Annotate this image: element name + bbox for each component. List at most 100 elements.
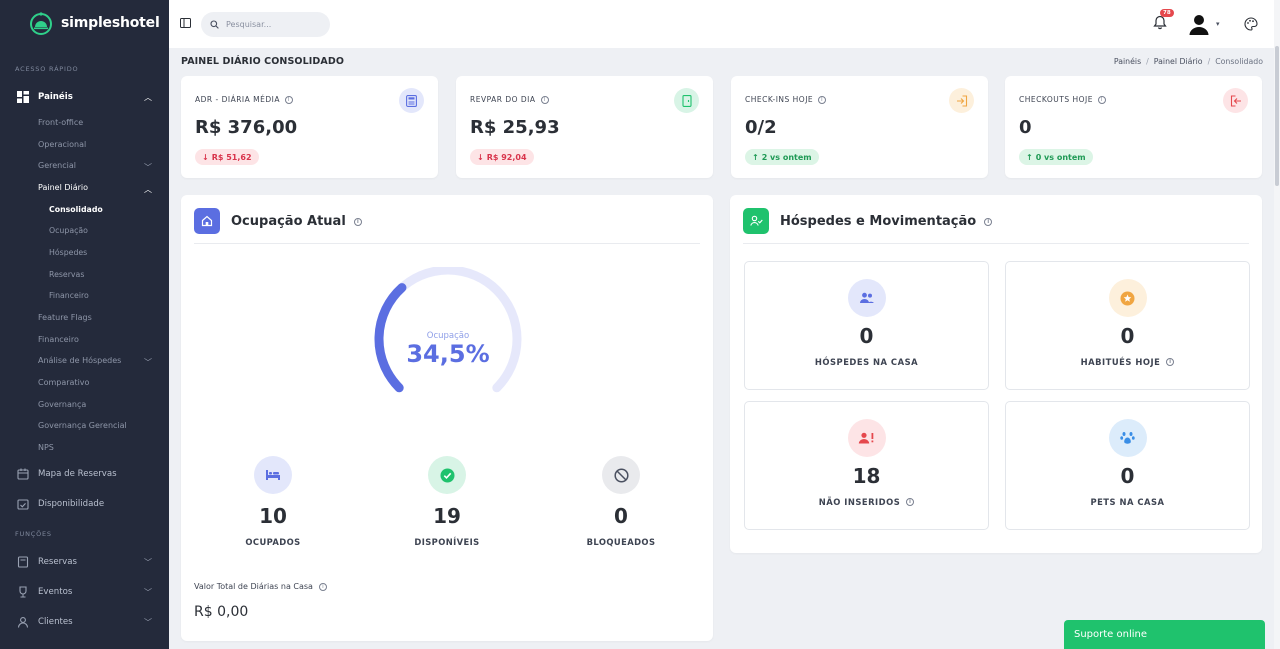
sidebar-item-analise-hospedes[interactable]: Análise de Hóspedes ﹀	[0, 356, 169, 368]
panel-title-text: Hóspedes e Movimentação	[780, 214, 977, 229]
kpi-card-revpar: REVPAR DO DIA i R$ 25,93 ↓ R$ 92,04	[456, 76, 713, 178]
chevron-down-icon: ﹀	[144, 557, 152, 567]
sidebar-item-reservas[interactable]: Reservas	[49, 270, 85, 279]
sidebar-item-fn-reservas[interactable]: Reservas ﹀	[0, 555, 169, 569]
kpi-value: R$ 376,00	[195, 117, 298, 138]
kpi-trend-badge: ↓ R$ 51,62	[195, 149, 259, 165]
gauge-label: Ocupação	[426, 331, 470, 341]
palette-icon[interactable]	[1244, 17, 1258, 31]
info-icon[interactable]: i	[284, 95, 293, 104]
brand[interactable]: simpleshotel	[0, 0, 169, 46]
paw-icon	[1120, 432, 1135, 444]
sidebar-item-operacional[interactable]: Operacional	[38, 140, 87, 149]
card-label: HÓSPEDES NA CASA	[745, 357, 988, 367]
stat-label: DISPONÍVEIS	[414, 537, 480, 547]
scrollbar-thumb[interactable]	[1275, 46, 1279, 186]
card-label-text: HÓSPEDES NA CASA	[814, 357, 919, 367]
card-icon-wrap	[1108, 279, 1147, 317]
sidebar-item-disponibilidade[interactable]: Disponibilidade	[0, 497, 169, 511]
kpi-trend-badge: ↑ 2 vs ontem	[745, 149, 819, 165]
breadcrumb-paineis[interactable]: Painéis	[1113, 57, 1142, 66]
chevron-down-icon: ﹀	[144, 357, 152, 367]
sidebar-item-financeiro-sub[interactable]: Financeiro	[49, 291, 89, 300]
card-label: PETS NA CASA	[1006, 497, 1249, 507]
info-icon[interactable]: i	[1097, 95, 1106, 104]
sidebar-item-front-office[interactable]: Front-office	[38, 118, 84, 127]
kpi-badge-text: 0 vs ontem	[1035, 152, 1086, 162]
sidebar-item-ocupacao[interactable]: Ocupação	[49, 226, 88, 235]
panel-header: Ocupação Atual i	[194, 208, 700, 244]
kpi-card-checkins: CHECK-INS HOJE i 0/2 ↑ 2 vs ontem	[731, 76, 988, 178]
sidebar-item-mapa-reservas[interactable]: Mapa de Reservas	[0, 467, 169, 481]
info-icon[interactable]: i	[906, 498, 915, 506]
kpi-value: 0	[1019, 117, 1032, 138]
sidebar-item-consolidado[interactable]: Consolidado	[49, 205, 103, 214]
sidebar-item-label: Mapa de Reservas	[38, 469, 117, 479]
calendar-icon	[17, 468, 29, 480]
card-icon-wrap	[847, 419, 886, 457]
trophy-icon	[19, 586, 27, 598]
sidebar-item-fn-eventos[interactable]: Eventos ﹀	[0, 585, 169, 599]
user-menu[interactable]: ▾	[1188, 13, 1228, 35]
support-online-button[interactable]: Suporte online	[1064, 620, 1265, 649]
notifications-button[interactable]: 78	[1153, 9, 1174, 33]
kpi-icon-wrap	[949, 88, 974, 113]
card-value: 0	[1120, 324, 1135, 348]
stat-icon-wrap	[254, 456, 292, 494]
guest-card-nao-inseridos: 18 NÃO INSERIDOS i	[744, 401, 989, 530]
info-icon[interactable]: i	[318, 582, 327, 591]
stat-value: 10	[259, 504, 287, 528]
chevron-down-icon: ﹀	[144, 587, 152, 597]
kpi-card-checkouts: CHECKOUTS HOJE i 0 ↑ 0 vs ontem	[1005, 76, 1262, 178]
sidebar-item-label: Reservas	[38, 557, 77, 567]
breadcrumb-consolidado: Consolidado	[1215, 57, 1263, 66]
info-icon[interactable]: i	[818, 95, 827, 104]
search-box[interactable]	[201, 12, 330, 37]
kpi-icon-wrap	[399, 88, 424, 113]
info-icon[interactable]: i	[540, 95, 549, 104]
topbar: 78 ▾	[169, 0, 1280, 48]
card-value: 0	[859, 324, 874, 348]
sidebar-item-paineis[interactable]: Painéis ︿	[0, 90, 169, 104]
info-icon[interactable]: i	[353, 217, 362, 226]
bed-icon	[266, 470, 280, 480]
kpi-label-text: CHECKOUTS HOJE	[1019, 95, 1093, 104]
kpi-icon-wrap	[1223, 88, 1248, 113]
chevron-down-icon: ﹀	[144, 617, 152, 627]
sidebar-item-comparativo[interactable]: Comparativo	[38, 378, 90, 387]
panel-title-text: Ocupação Atual	[231, 214, 346, 229]
kpi-label: CHECK-INS HOJE i	[745, 95, 827, 104]
arrow-down-icon: ↓	[477, 152, 484, 162]
kpi-label: CHECKOUTS HOJE i	[1019, 95, 1106, 104]
sidebar-item-feature-flags[interactable]: Feature Flags	[38, 313, 92, 322]
panel-icon-wrap	[743, 208, 769, 234]
sidebar-item-label: Análise de Hóspedes	[38, 356, 122, 365]
breadcrumb-painel-diario[interactable]: Painel Diário	[1153, 57, 1203, 66]
sidebar-item-financeiro[interactable]: Financeiro	[38, 335, 79, 344]
gauge-fill	[374, 283, 407, 393]
kpi-value: 0/2	[745, 117, 777, 138]
sidebar-item-nps[interactable]: NPS	[38, 443, 54, 452]
guest-card-habitues-hoje: 0 HABITUÉS HOJE i	[1005, 261, 1250, 390]
sidebar-toggle-icon[interactable]	[180, 18, 191, 28]
avatar	[1189, 15, 1209, 35]
gauge-value: 34,5%	[406, 340, 490, 368]
sidebar-item-governanca-gerencial[interactable]: Governança Gerencial	[38, 421, 127, 430]
stat-bloqueados: 0 BLOQUEADOS	[561, 456, 681, 547]
breadcrumb-separator: /	[1146, 57, 1149, 66]
sidebar-item-governanca[interactable]: Governança	[38, 400, 87, 409]
search-input[interactable]	[226, 20, 316, 29]
sidebar-item-gerencial[interactable]: Gerencial ﹀	[0, 161, 169, 173]
brand-name: simpleshotel	[61, 15, 160, 31]
info-icon[interactable]: i	[984, 217, 993, 226]
kpi-card-adr: ADR - DIÁRIA MÉDIA i R$ 376,00 ↓ R$ 51,62	[181, 76, 438, 178]
arrow-up-icon: ↑	[1026, 152, 1033, 162]
kpi-label: ADR - DIÁRIA MÉDIA i	[195, 95, 293, 104]
sidebar-item-painel-diario[interactable]: Painel Diário ︿	[0, 183, 169, 195]
info-icon[interactable]: i	[1166, 358, 1175, 366]
page-scrollbar[interactable]	[1274, 0, 1280, 649]
sidebar-item-fn-clientes[interactable]: Clientes ﹀	[0, 615, 169, 629]
panel-header: Hóspedes e Movimentação i	[743, 208, 1249, 244]
page-title: PAINEL DIÁRIO CONSOLIDADO	[181, 56, 344, 67]
sidebar-item-hospedes[interactable]: Hóspedes	[49, 248, 88, 257]
